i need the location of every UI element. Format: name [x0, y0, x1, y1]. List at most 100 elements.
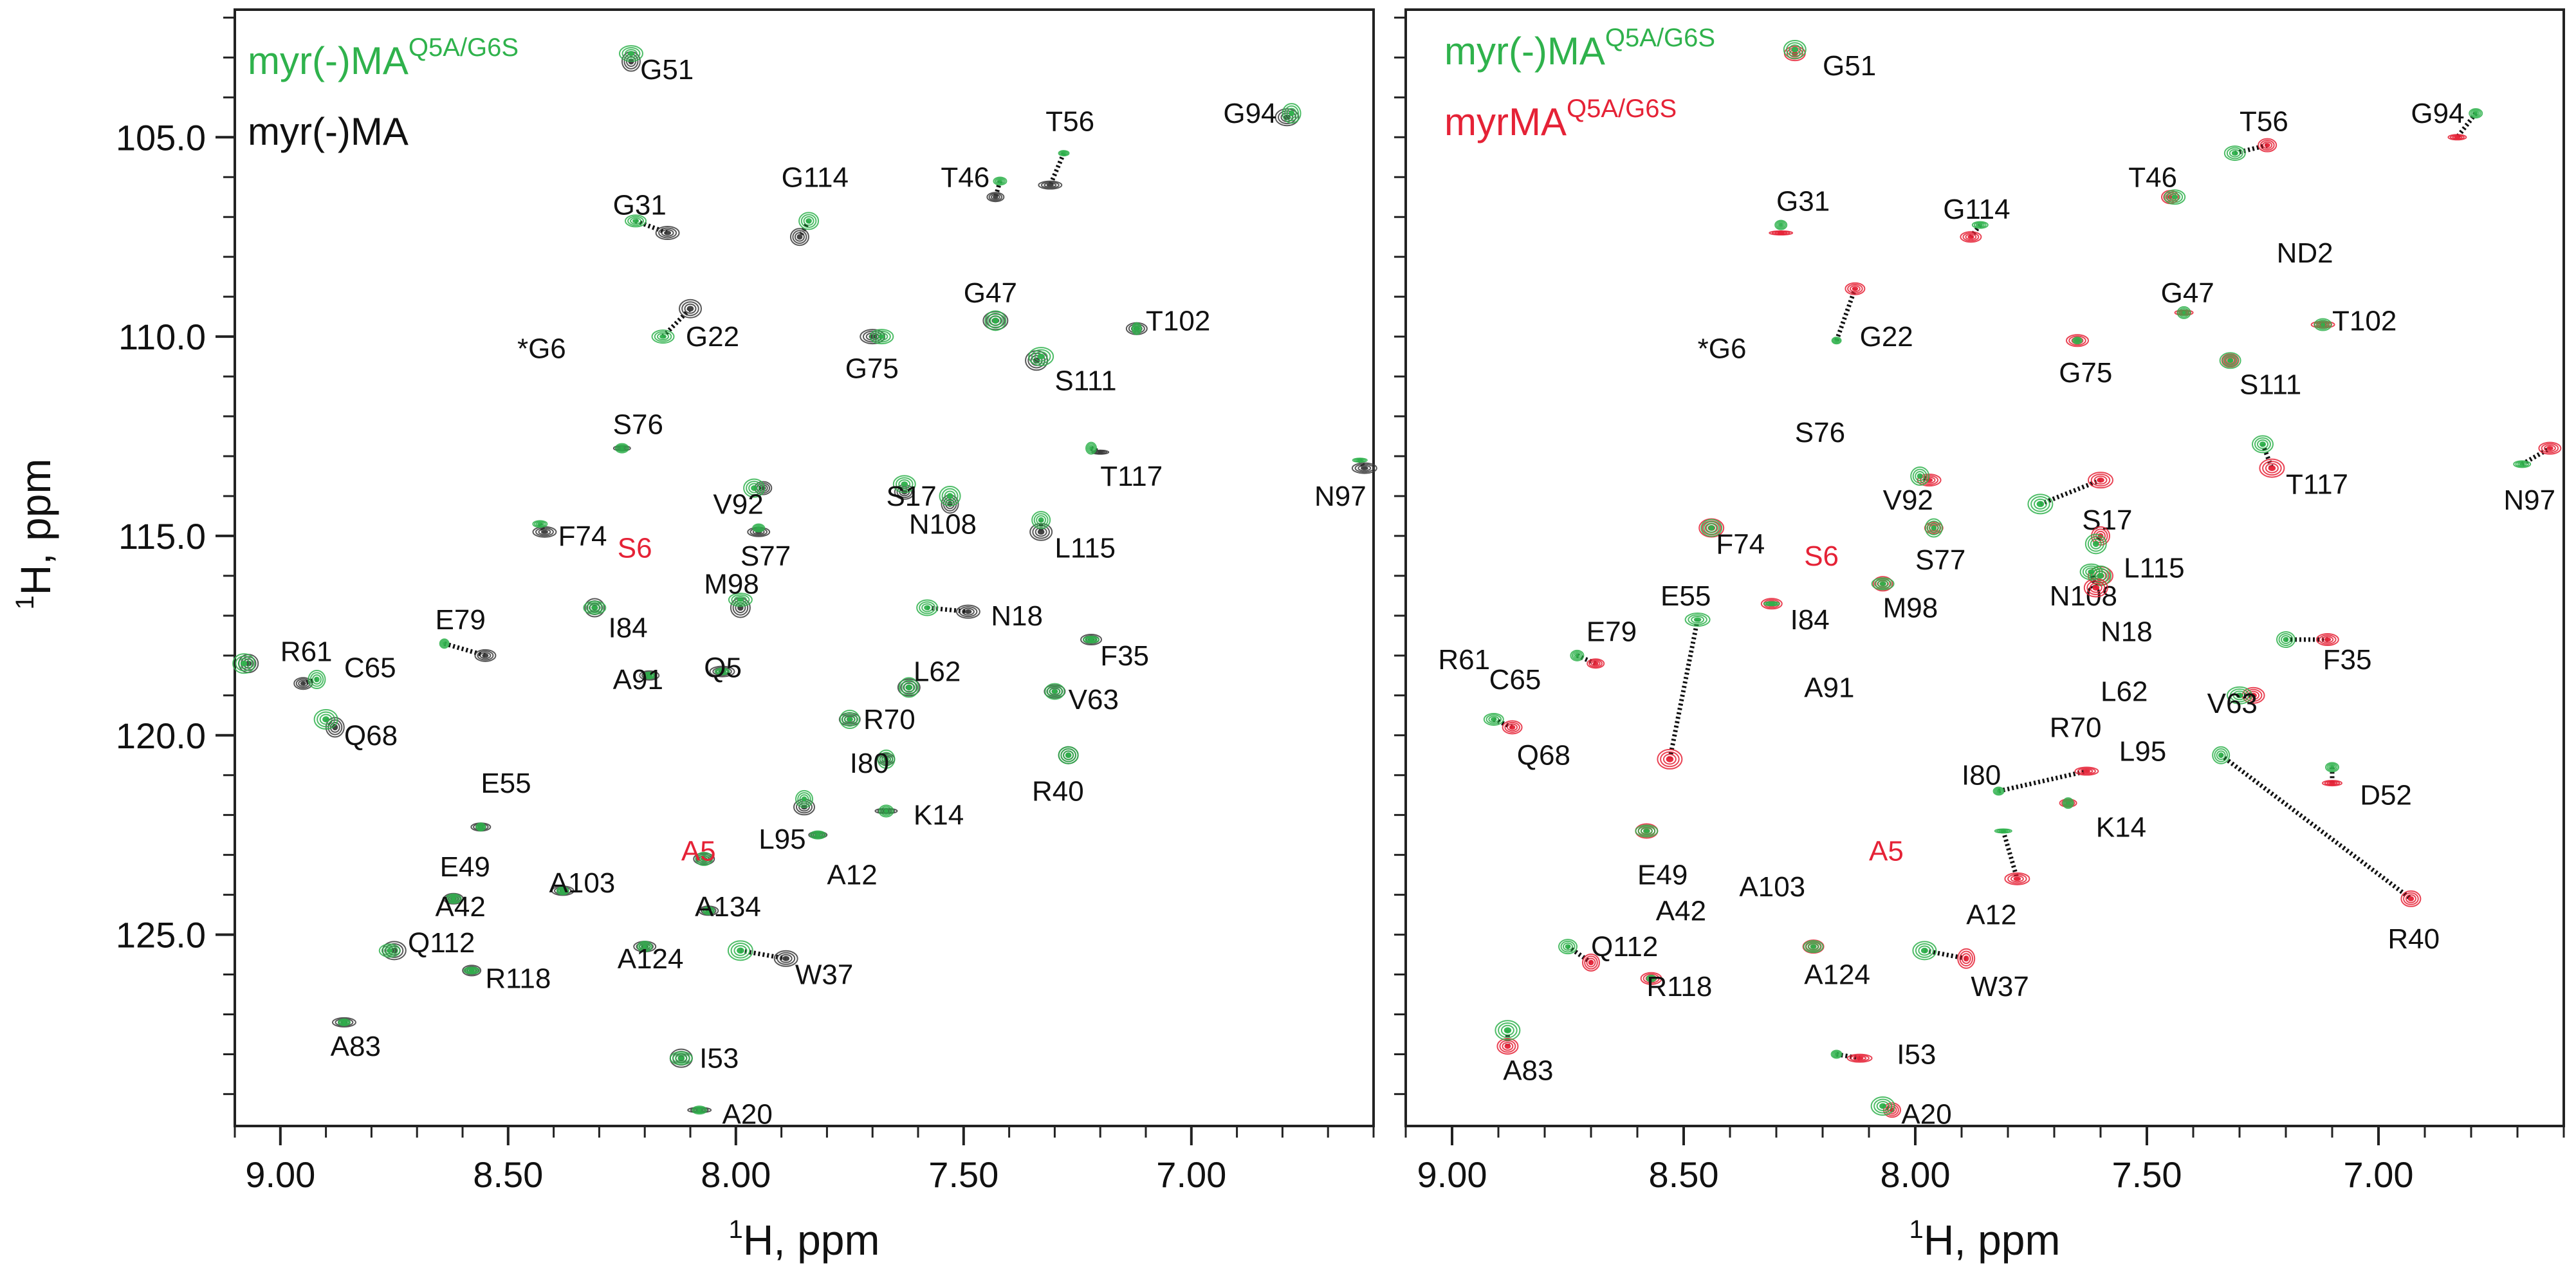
left-peak-v63: V63	[1044, 683, 1119, 715]
left-peak-t56-compare-contour-ring	[1044, 182, 1057, 188]
right-peak-g22-reference-contour-ring	[1834, 338, 1840, 343]
left-peak-a42-reference-contour	[445, 893, 462, 904]
right-peak-t102-reference-contour-ring	[2318, 321, 2328, 329]
left-peak-l115-reference-contour	[1031, 511, 1051, 530]
right-peak-e79-reference-contour-ring	[1570, 649, 1585, 661]
right-peak-r40-shift-line	[2220, 753, 2413, 901]
left-peak-s77: S77	[741, 523, 791, 572]
right-peak-i53-reference-contour	[1830, 1049, 1843, 1059]
left-peak-t117-label: T117	[1100, 461, 1163, 492]
left-peak-t102-reference-contour-ring	[1131, 322, 1142, 335]
left-peak-g94-label: G94	[1223, 98, 1276, 129]
left-peak-a5-label: A5	[681, 835, 716, 867]
right-peak-i53-reference-contour-ring	[1832, 1050, 1841, 1058]
left-peak-q112-reference-contour-ring	[381, 945, 398, 956]
right-peak-t102-reference-contour-ring	[2315, 319, 2330, 330]
left-peak-g51-reference-contour-ring	[618, 45, 643, 62]
left-x-tick-label: 8.50	[473, 1154, 543, 1195]
left-peak-m98-reference-contour-ring	[728, 593, 753, 607]
right-peak-q112-compare-contour-ring	[1586, 957, 1596, 968]
right-peak-m98-reference-contour-ring	[1877, 580, 1890, 587]
right-peak-w37-compare-contour-ring	[1963, 955, 1969, 962]
right-peak-s17-compare-contour-ring	[2093, 475, 2108, 485]
left-peak-g114-compare-contour-ring	[794, 232, 805, 242]
left-peak-r61-label: R61	[281, 636, 333, 668]
right-peak-t117-compare-contour-ring	[2262, 461, 2282, 476]
right-x-tick-label: 9.00	[1417, 1154, 1487, 1195]
left-peak-g22-compare-contour-ring	[686, 306, 694, 312]
right-peak-g75-reference-contour-ring	[2073, 337, 2082, 344]
left-peak-g94-compare-contour-ring	[1274, 108, 1300, 127]
right-peak-a124-label: A124	[1804, 959, 1870, 991]
left-peak-w37-compare-contour-ring	[779, 954, 793, 963]
right-peak-q68-compare-contour-ring	[1502, 720, 1523, 735]
right-peak-a5: A5	[1869, 835, 1904, 867]
left-peak-t56-compare-contour-ring	[1046, 183, 1054, 187]
left-x-axis-title-superscript: 1	[729, 1215, 743, 1244]
left-peak-t117-reference-contour-ring	[1088, 445, 1095, 452]
left-peak-t46-label: T46	[941, 162, 989, 193]
right-peak-a20-reference-contour-ring	[1876, 1101, 1890, 1112]
right-peak-nd2: ND2	[2277, 237, 2333, 269]
right-peak-t56-compare-contour-ring	[2258, 138, 2277, 152]
left-peak-a124-reference-contour-ring	[638, 942, 651, 952]
left-peak-e79-reference-contour-ring	[439, 638, 450, 649]
right-peak-t56-compare-contour	[2258, 138, 2277, 152]
left-peak-f74-compare-contour-ring	[540, 530, 548, 534]
right-peak-f35-reference-contour	[2276, 631, 2295, 649]
right-peak-d52: D52	[2322, 762, 2412, 811]
right-peak-f35-compare-contour-ring	[2315, 633, 2339, 647]
left-peak-i84: I84	[583, 598, 648, 643]
right-peak-v63-reference-contour-ring	[2236, 692, 2243, 699]
left-peak-r70-reference-contour-ring	[839, 709, 860, 729]
right-peak-w37-reference-contour-ring	[1912, 941, 1937, 961]
left-peak-g114-compare-contour-ring	[796, 234, 803, 240]
left-peak-l62-compare-contour-ring	[897, 678, 921, 697]
left-peak-i53-reference-contour-ring	[675, 1054, 688, 1062]
left-peak-s76: S76	[613, 409, 663, 454]
left-peak-v63-reference-contour-ring	[1049, 687, 1060, 696]
right-peak-f74-reference-contour-ring	[1706, 523, 1718, 533]
left-peak-v92-reference-contour-ring	[746, 481, 763, 496]
right-peak-g114-reference-contour	[1971, 221, 1989, 229]
left-peak-q5: Q5	[704, 652, 742, 683]
right-peak-i84: I84	[1760, 598, 1830, 636]
right-peak-m98-reference-contour-ring	[1871, 577, 1895, 591]
left-peak-w37-compare-contour	[773, 950, 798, 967]
left-peak-s17-reference-contour-ring	[892, 475, 916, 494]
right-peak-t56-reference-contour-ring	[2231, 151, 2238, 156]
right-peak-n97-compare-contour	[2538, 441, 2562, 455]
left-peak-t102: T102	[1125, 305, 1210, 337]
left-peak-g22-reference-contour-ring	[659, 334, 667, 339]
right-peak-a83-reference-contour-ring	[1500, 1024, 1514, 1036]
right-peak-r40-reference-contour-ring	[2218, 752, 2224, 759]
left-peak-a83-reference-contour-ring	[337, 1018, 351, 1026]
left-peak-q5-reference-contour-ring	[718, 669, 727, 674]
right-peak-a83-label: A83	[1503, 1055, 1553, 1086]
left-peak-g94-reference-contour-ring	[1286, 107, 1297, 119]
right-peak-a83-compare-contour-ring	[1496, 1038, 1519, 1055]
right-peak-m98-label: M98	[1883, 592, 1938, 623]
left-peak-a83-label: A83	[331, 1031, 381, 1062]
right-peak-a12-label: A12	[1966, 900, 2016, 931]
right-peak-w37: W37	[1912, 941, 2029, 1002]
left-peak-t117-reference-contour-ring	[1089, 446, 1094, 450]
right-peak-g94: G94	[2411, 98, 2483, 141]
left-peak-f74-reference-contour-ring	[537, 522, 543, 526]
right-peak-i84-reference-contour-ring	[1769, 602, 1774, 605]
right-peak-i80-label: I80	[1962, 760, 2001, 791]
right-peak-i53-reference-contour-ring	[1834, 1052, 1839, 1056]
right-peak-w37-compare-contour	[1957, 948, 1976, 969]
left-peak-r40-reference-contour	[1058, 746, 1079, 764]
right-peak-r118-compare-contour-ring	[1642, 973, 1660, 984]
left-peak-a91: A91	[613, 664, 663, 696]
left-peak-a134-reference-contour-ring	[702, 906, 715, 916]
right-peak-r118-label: R118	[1646, 971, 1712, 1002]
left-peak-t56-reference-contour	[1058, 150, 1070, 157]
right-peak-g51: G51	[1783, 39, 1876, 82]
right-peak-a124-reference-contour	[1803, 940, 1824, 954]
left-peak-g31-reference-contour	[625, 214, 647, 228]
left-peak-t117-compare-contour-ring	[1097, 451, 1103, 454]
left-peak-r70-reference-contour	[839, 709, 860, 729]
left-peak-n97-compare-contour-ring	[1351, 462, 1377, 474]
